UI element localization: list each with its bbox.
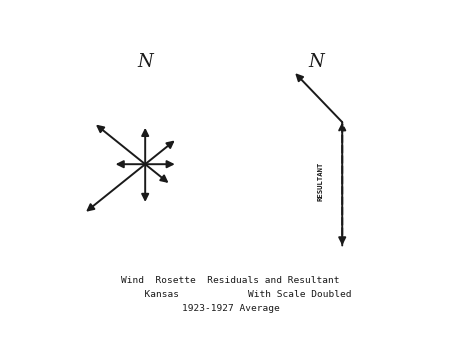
Text: Wind  Rosette  Residuals and Resultant
      Kansas            With Scale Double: Wind Rosette Residuals and Resultant Kan… xyxy=(110,276,351,313)
Text: RESULTANT: RESULTANT xyxy=(317,161,323,201)
Text: N: N xyxy=(137,53,153,71)
Text: N: N xyxy=(308,53,324,71)
